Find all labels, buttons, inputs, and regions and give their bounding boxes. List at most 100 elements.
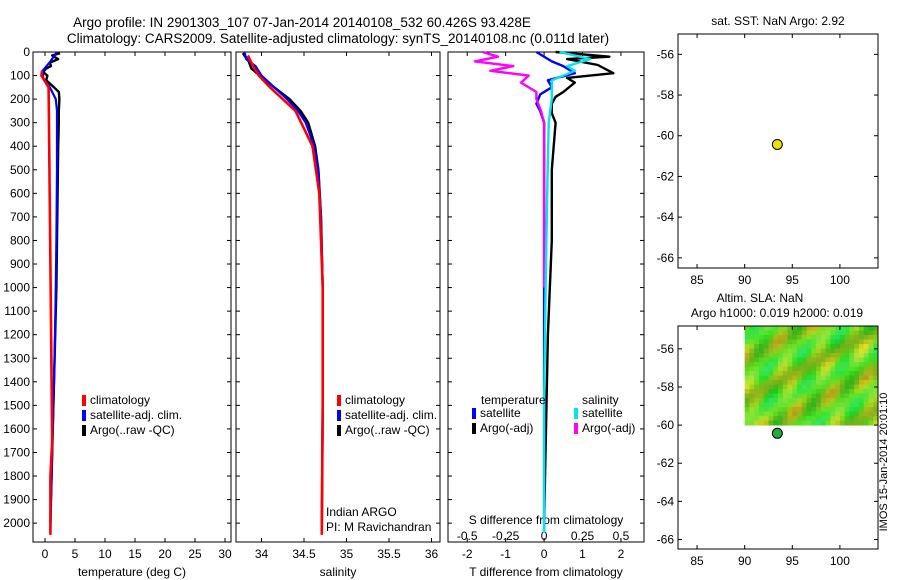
heatmap-cell [773,389,779,394]
heatmap-cell [797,380,803,385]
heatmap-cell [787,339,793,345]
heatmap-cell [858,330,865,336]
heatmap-cell [768,339,774,345]
y-tick-label: -64 [657,494,675,508]
heatmap-cell [797,357,803,363]
heatmap-cell [873,375,879,381]
heatmap-cell [854,380,860,385]
legend-entry-3: Argo(..raw -QC) [345,423,430,437]
heatmap-cell [754,384,760,390]
heatmap-cell [792,407,798,412]
heatmap-cell [801,344,807,349]
heatmap-cell [873,344,879,349]
heatmap-cell [844,420,850,426]
heatmap-cell [801,357,807,363]
heatmap-cell [768,402,774,408]
heatmap-cell [754,362,760,367]
heatmap-cell [854,389,860,394]
heatmap-cell [825,326,831,331]
heatmap-cell [820,393,827,399]
heatmap-cell [825,375,831,381]
heatmap-cell [811,393,817,399]
heatmap-cell [778,375,784,381]
x-tick-label: 10 [98,547,112,561]
heatmap-cell [835,398,841,403]
heatmap-cell [873,371,879,376]
heatmap-cell [849,380,855,385]
heatmap-cell [830,407,836,412]
heatmap-cell [863,393,869,399]
heatmap-cell [825,353,831,358]
heatmap-cell [849,366,855,372]
legend-s-argo-swatch [574,423,578,434]
heatmap-cell [858,339,865,345]
heatmap-cell [868,402,874,408]
s-tick-label: 0.25 [571,529,595,543]
heatmap-cell [816,353,822,358]
heatmap-cell [754,416,760,422]
heatmap-cell [816,371,822,376]
heatmap-cell [863,411,869,417]
heatmap-cell [854,411,860,417]
heatmap-cell [797,366,803,372]
heatmap-cell [787,393,793,399]
heatmap-cell [830,384,836,390]
heatmap-cell [844,416,850,422]
heatmap-cell [844,407,850,412]
heatmap-cell [811,366,817,372]
y-tick-label: 800 [10,233,30,247]
heatmap-cell [778,344,784,349]
heatmap-cell [792,380,798,385]
heatmap-cell [744,398,750,403]
heatmap-cell [806,420,812,426]
heatmap-cell [811,398,817,403]
heatmap-cell [868,348,874,354]
heatmap-cell [758,371,765,376]
heatmap-cell [873,330,879,336]
heatmap-cell [811,375,817,381]
heatmap-cell [849,371,855,376]
heatmap-cell [839,326,846,331]
heatmap-cell [749,371,755,376]
heatmap-cell [849,389,855,394]
heatmap-cell [868,407,874,412]
heatmap-cell [825,420,831,426]
heatmap-cell [844,335,850,340]
heatmap-cell [868,398,874,403]
heatmap-cell [844,384,850,390]
heatmap-cell [768,416,774,422]
figure-title-line2: Climatology: CARS2009. Satellite-adjuste… [67,31,609,46]
heatmap-cell [801,330,807,336]
heatmap-cell [839,362,846,367]
heatmap-cell [858,380,865,385]
heatmap-cell [839,411,846,417]
heatmap-cell [830,335,836,340]
heatmap-cell [768,371,774,376]
heatmap-cell [873,407,879,412]
heatmap-cell [744,344,750,349]
heatmap-cell [801,371,807,376]
legend-s-satellite: satellite [582,406,623,420]
y-tick-label: 1200 [3,328,30,342]
heatmap-cell [820,366,827,372]
heatmap-cell [816,348,822,354]
heatmap-cell [768,375,774,381]
y-tick-label: 1400 [3,375,30,389]
heatmap-cell [782,371,788,376]
heatmap-cell [849,393,855,399]
heatmap-cell [763,411,769,417]
heatmap-cell [825,371,831,376]
s-axis-label: S difference from climatology [469,513,624,527]
heatmap-cell [792,375,798,381]
heatmap-cell [754,380,760,385]
heatmap-cell [816,366,822,372]
heatmap-cell [868,393,874,399]
heatmap-cell [839,339,846,345]
heatmap-cell [758,407,765,412]
heatmap-cell [825,402,831,408]
heatmap-cell [758,375,765,381]
heatmap-cell [863,420,869,426]
heatmap-cell [849,357,855,363]
x-axis-label: T difference from climatology [469,565,623,579]
heatmap-cell [787,407,793,412]
